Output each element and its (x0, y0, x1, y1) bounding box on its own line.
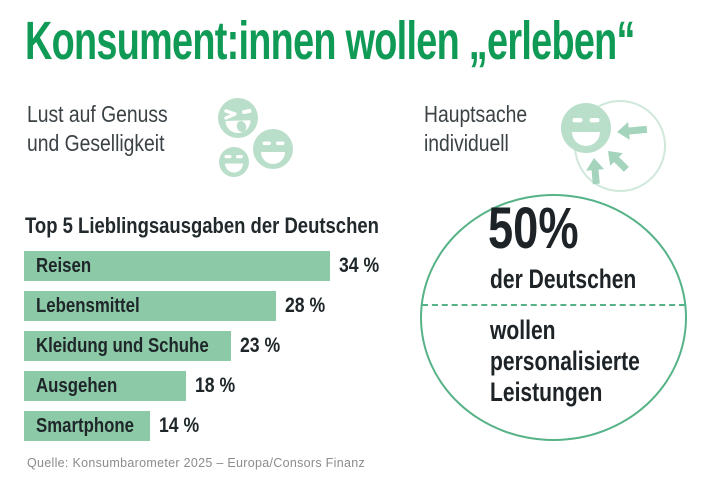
stat-claim: wollen personalisierte Leistungen (490, 315, 640, 408)
page-title: Konsument:innen wollen „erleben“ (25, 11, 635, 71)
bar-row-reisen: Reisen 34 % (24, 251, 414, 281)
bar-label: Kleidung und Schuhe (36, 334, 209, 357)
teaser-genuss-line1: Lust auf Genuss (27, 101, 168, 127)
stat-subject: der Deutschen (490, 264, 637, 294)
smiley-face-icon (561, 103, 611, 153)
bar-lebensmittel: Lebensmittel (24, 291, 276, 321)
teaser-genuss-text: Lust auf Genuss und Geselligkeit (27, 100, 168, 158)
circle-divider-line (422, 304, 685, 306)
smiley-with-arrows-icon (561, 100, 666, 192)
bar-value: 14 % (159, 414, 200, 437)
bar-row-kleidung: Kleidung und Schuhe 23 % (24, 331, 414, 361)
favorite-spending-chart: Reisen 34 % Lebensmittel 28 % Kleidung u… (24, 251, 414, 451)
bar-reisen: Reisen (24, 251, 330, 281)
arrow-up-icon (586, 158, 605, 185)
bar-value: 34 % (339, 254, 380, 277)
bar-row-smartphone: Smartphone 14 % (24, 411, 414, 441)
arrow-left-icon (617, 121, 648, 140)
bar-label: Ausgehen (36, 374, 118, 397)
teaser-individuell-line1: Hauptsache (424, 101, 528, 127)
arrow-diagonal-icon (608, 151, 629, 172)
stat-claim-line2: personalisierte (490, 346, 640, 376)
bar-row-ausgehen: Ausgehen 18 % (24, 371, 414, 401)
bar-ausgehen: Ausgehen (24, 371, 186, 401)
stat-claim-line1: wollen (490, 315, 556, 345)
highlight-circle (420, 194, 687, 441)
teaser-individuell-text: Hauptsache individuell (424, 100, 527, 158)
three-laughing-smileys-icon (218, 98, 293, 177)
bar-row-lebensmittel: Lebensmittel 28 % (24, 291, 414, 321)
bar-value: 18 % (195, 374, 236, 397)
bar-smartphone: Smartphone (24, 411, 150, 441)
bar-label: Smartphone (36, 414, 135, 437)
teaser-genuss-line2: und Geselligkeit (27, 130, 165, 156)
source-note: Quelle: Konsumbarometer 2025 – Europa/Co… (27, 456, 365, 470)
stat-claim-line3: Leistungen (490, 377, 603, 407)
bar-label: Reisen (36, 254, 92, 277)
bar-kleidung: Kleidung und Schuhe (24, 331, 231, 361)
stat-value: 50% (488, 196, 579, 261)
chart-title: Top 5 Lieblingsausgaben der Deutschen (25, 213, 379, 238)
bar-label: Lebensmittel (36, 294, 140, 317)
tongue-icon (236, 120, 247, 133)
bar-value: 23 % (240, 334, 281, 357)
bar-value: 28 % (285, 294, 326, 317)
wink-eye-icon (224, 109, 237, 120)
teaser-individuell-line2: individuell (424, 130, 509, 156)
